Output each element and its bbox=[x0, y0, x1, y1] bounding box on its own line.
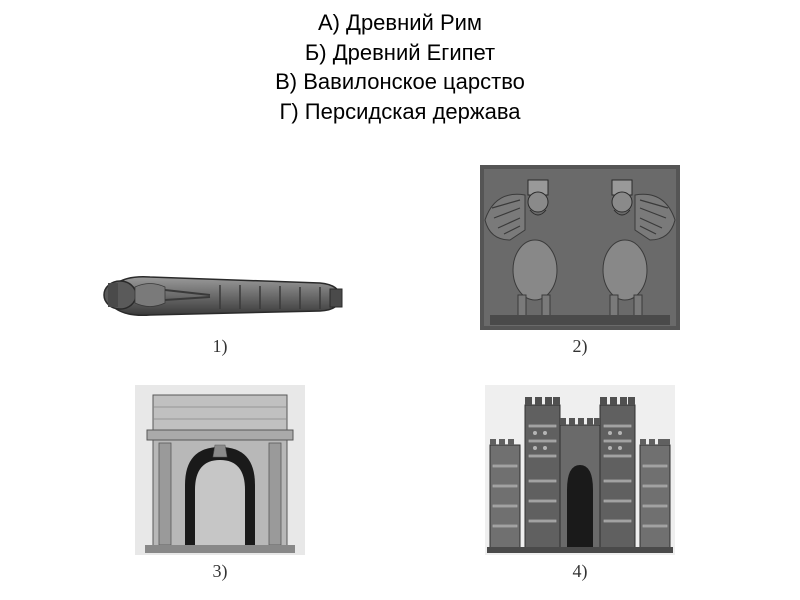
ishtar-gate-svg bbox=[485, 385, 675, 555]
cell-4: 4) bbox=[420, 367, 740, 582]
image-ishtar-gate bbox=[485, 385, 675, 555]
caption-4: 4) bbox=[573, 561, 588, 582]
caption-3: 3) bbox=[213, 561, 228, 582]
image-sarcophagus bbox=[90, 245, 350, 330]
option-a: А) Древний Рим bbox=[0, 8, 800, 38]
caption-1: 1) bbox=[213, 336, 228, 357]
image-roman-arch bbox=[135, 385, 305, 555]
sarcophagus-svg bbox=[90, 245, 350, 330]
caption-2: 2) bbox=[573, 336, 588, 357]
cell-1: 1) bbox=[60, 142, 380, 357]
roman-arch-svg bbox=[135, 385, 305, 555]
question-header: А) Древний Рим Б) Древний Египет В) Вави… bbox=[0, 0, 800, 142]
cell-2: 2) bbox=[420, 142, 740, 357]
option-b: Б) Древний Египет bbox=[0, 38, 800, 68]
image-grid: 1) bbox=[0, 142, 800, 582]
cell-3: 3) bbox=[60, 367, 380, 582]
option-v: В) Вавилонское царство bbox=[0, 67, 800, 97]
image-winged-relief bbox=[480, 165, 680, 330]
winged-relief-svg bbox=[480, 165, 680, 330]
option-g: Г) Персидская держава bbox=[0, 97, 800, 127]
